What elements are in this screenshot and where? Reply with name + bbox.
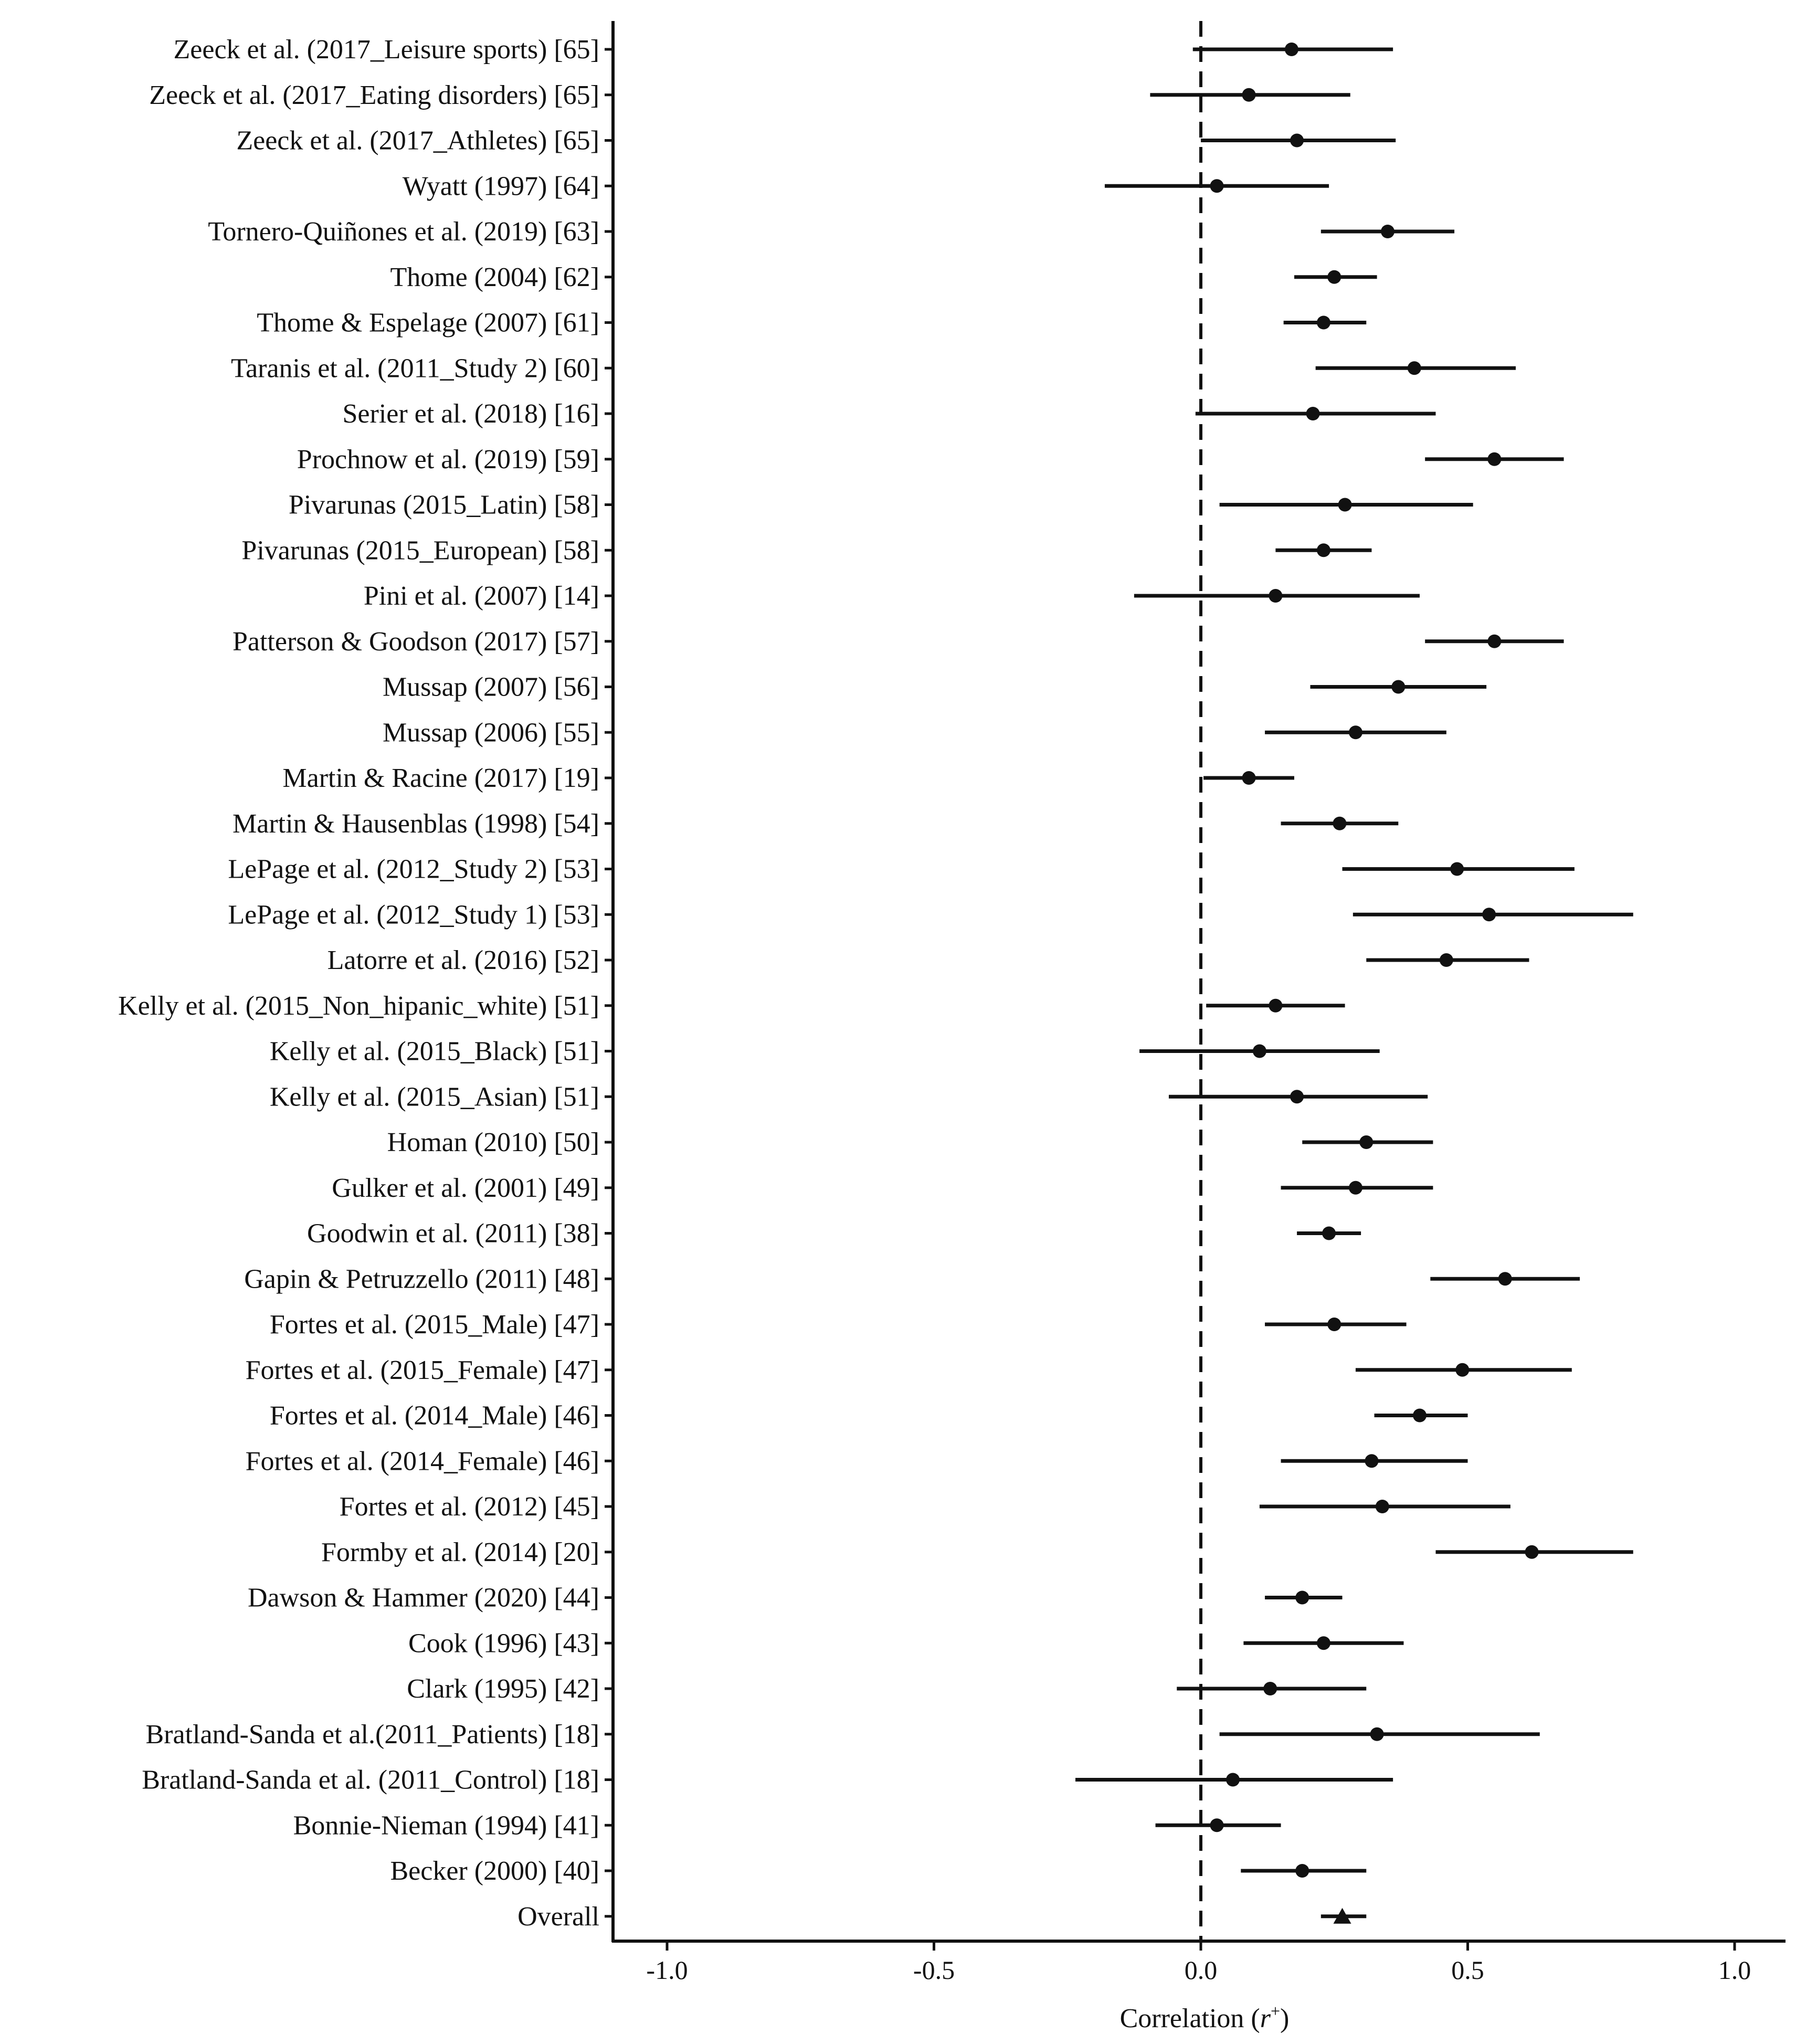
study-label: Taranis et al. (2011_Study 2) [60] [231, 353, 599, 383]
study-label: Thome (2004) [62] [390, 262, 599, 292]
point-estimate [1487, 634, 1502, 648]
point-estimate [1252, 1044, 1266, 1058]
point-estimate [1290, 133, 1304, 147]
axes: -1.0 -0.5 0.0 0.5 1.0 [605, 21, 1786, 1985]
point-estimate [1295, 1590, 1309, 1605]
study-label: Fortes et al. (2014_Male) [46] [270, 1401, 599, 1431]
point-estimate [1269, 589, 1283, 603]
overall-estimate-triangle [1333, 1908, 1351, 1924]
x-tick-label: 0.0 [1185, 1955, 1218, 1985]
study-label: Zeeck et al. (2017_Athletes) [65] [236, 126, 599, 156]
point-estimate [1290, 1090, 1304, 1104]
study-label: Goodwin et al. (2011) [38] [307, 1219, 599, 1249]
x-axis-title-symbol: r [1260, 2004, 1271, 2034]
point-estimate [1284, 43, 1298, 56]
study-label: Formby et al. (2014) [20] [321, 1537, 599, 1567]
study-label: Prochnow et al. (2019) [59] [297, 445, 599, 475]
point-estimate [1242, 88, 1256, 102]
point-estimate [1348, 725, 1362, 740]
study-label: Fortes et al. (2015_Female) [47] [246, 1355, 599, 1385]
point-estimate [1407, 361, 1421, 375]
point-estimate [1455, 1363, 1470, 1377]
study-marks [1075, 43, 1633, 1924]
point-estimate [1327, 1318, 1341, 1331]
study-label: Kelly et al. (2015_Non_hipanic_white) [5… [118, 991, 599, 1021]
study-label: Fortes et al. (2015_Male) [47] [270, 1310, 599, 1340]
point-estimate [1210, 1818, 1224, 1832]
study-label: LePage et al. (2012_Study 1) [53] [228, 900, 599, 930]
study-label: Mussap (2006) [55] [383, 718, 599, 747]
study-label: Kelly et al. (2015_Asian) [51] [270, 1082, 599, 1112]
study-label: Becker (2000) [40] [390, 1856, 599, 1886]
point-estimate [1333, 816, 1347, 830]
point-estimate [1380, 225, 1395, 238]
point-estimate [1316, 1636, 1330, 1650]
study-label: Mussap (2007) [56] [383, 672, 599, 702]
point-estimate [1295, 1864, 1309, 1878]
point-estimate [1338, 498, 1352, 512]
point-estimate [1487, 452, 1502, 466]
study-label: LePage et al. (2012_Study 2) [53] [228, 855, 599, 884]
point-estimate [1316, 543, 1330, 557]
point-estimate [1316, 315, 1330, 330]
point-estimate [1359, 1135, 1374, 1149]
study-label: Tornero-Quiñones et al. (2019) [63] [208, 217, 599, 247]
point-estimate [1306, 407, 1320, 420]
x-axis-title-superscript: + [1271, 2001, 1280, 2020]
point-estimate [1391, 680, 1406, 694]
x-tick-label: 0.5 [1451, 1955, 1484, 1985]
point-estimate [1439, 953, 1453, 967]
study-label: Cook (1996) [43] [408, 1628, 599, 1658]
study-label: Clark (1995) [42] [407, 1674, 599, 1704]
study-label: Pini et al. (2007) [14] [364, 581, 599, 611]
study-label: Martin & Hausenblas (1998) [54] [233, 809, 599, 839]
study-label: Pivarunas (2015_Latin) [58] [289, 490, 599, 520]
study-label: Thome & Espelage (2007) [61] [257, 308, 599, 338]
x-tick-label: -1.0 [646, 1955, 688, 1985]
study-label: Fortes et al. (2014_Female) [46] [246, 1446, 599, 1476]
point-estimate [1525, 1545, 1539, 1559]
point-estimate [1226, 1773, 1240, 1787]
x-axis-title: Correlation (r+) [1120, 2001, 1290, 2034]
study-label: Kelly et al. (2015_Black) [51] [270, 1037, 599, 1067]
study-label: Serier et al. (2018) [16] [343, 399, 599, 429]
point-estimate [1412, 1408, 1427, 1423]
point-estimate [1370, 1727, 1384, 1741]
study-label: Wyatt (1997) [64] [403, 171, 599, 201]
point-estimate [1375, 1500, 1389, 1513]
study-labels: Zeeck et al. (2017_Leisure sports) [65] Z… [118, 35, 599, 1932]
point-estimate [1498, 1272, 1512, 1286]
study-label: Latorre et al. (2016) [52] [328, 945, 599, 975]
point-estimate [1263, 1682, 1277, 1695]
point-estimate [1482, 908, 1496, 922]
point-estimate [1210, 179, 1224, 193]
study-label: Bonnie-Nieman (1994) [41] [293, 1810, 599, 1840]
study-label: Dawson & Hammer (2020) [44] [248, 1583, 599, 1613]
point-estimate [1365, 1454, 1379, 1468]
study-label: Gapin & Petruzzello (2011) [48] [244, 1264, 599, 1294]
study-label: Bratland-Sanda et al. (2011_Control) [18… [142, 1765, 599, 1795]
x-axis-title-main: Correlation ( [1120, 2004, 1260, 2034]
study-label: Zeeck et al. (2017_Eating disorders) [65… [149, 80, 599, 110]
x-tick-label: -0.5 [913, 1955, 955, 1985]
study-label: Zeeck et al. (2017_Leisure sports) [65] [174, 35, 599, 65]
study-label: Fortes et al. (2012) [45] [340, 1492, 599, 1522]
point-estimate [1348, 1181, 1362, 1195]
study-label: Martin & Racine (2017) [19] [282, 763, 599, 793]
point-estimate [1327, 270, 1341, 284]
overall-label: Overall [517, 1902, 599, 1932]
study-label: Patterson & Goodson (2017) [57] [233, 627, 599, 657]
study-label: Bratland-Sanda et al.(2011_Patients) [18… [146, 1720, 600, 1750]
x-axis-title-close: ) [1280, 2004, 1289, 2034]
point-estimate [1322, 1226, 1336, 1240]
study-label: Pivarunas (2015_European) [58] [241, 535, 599, 565]
x-tick-label: 1.0 [1718, 1955, 1751, 1985]
point-estimate [1269, 998, 1283, 1013]
point-estimate [1450, 862, 1464, 876]
point-estimate [1242, 771, 1256, 785]
study-label: Homan (2010) [50] [387, 1128, 599, 1157]
study-label: Gulker et al. (2001) [49] [332, 1173, 599, 1203]
